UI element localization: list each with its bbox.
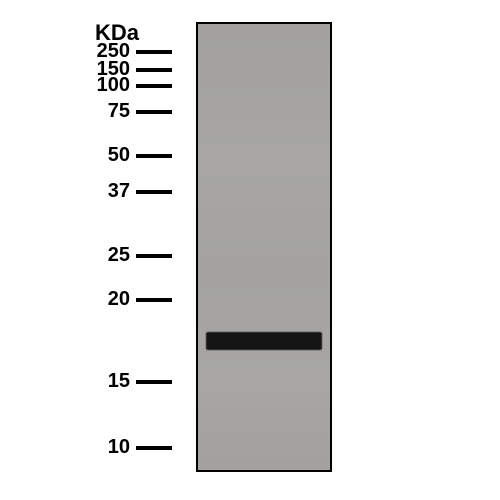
mw-tick-10 (136, 446, 172, 450)
mw-tick-15 (136, 380, 172, 384)
sample-lane (196, 22, 332, 472)
mw-tick-37 (136, 190, 172, 194)
mw-label-20: 20 (108, 288, 130, 311)
mw-tick-75 (136, 110, 172, 114)
mw-tick-25 (136, 254, 172, 258)
target-band (206, 332, 322, 350)
mw-tick-50 (136, 154, 172, 158)
mw-label-100: 100 (97, 74, 130, 97)
mw-tick-100 (136, 84, 172, 88)
mw-label-25: 25 (108, 244, 130, 267)
mw-label-15: 15 (108, 370, 130, 393)
mw-label-50: 50 (108, 144, 130, 167)
blot-canvas: KDa 25015010075503725201510 (0, 0, 500, 500)
mw-label-75: 75 (108, 100, 130, 123)
mw-label-10: 10 (108, 436, 130, 459)
mw-tick-20 (136, 298, 172, 302)
mw-label-37: 37 (108, 180, 130, 203)
mw-tick-150 (136, 68, 172, 72)
mw-tick-250 (136, 50, 172, 54)
